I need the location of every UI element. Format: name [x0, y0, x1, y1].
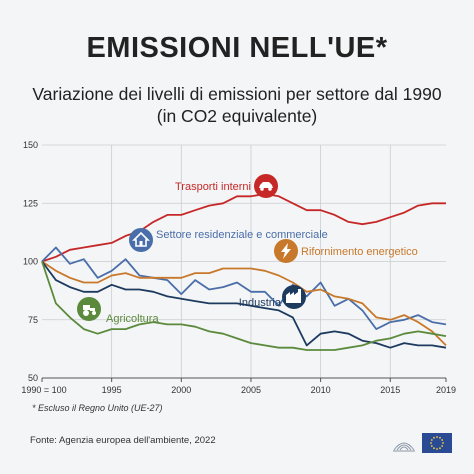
eu-star — [433, 447, 435, 450]
grid-layer — [42, 144, 446, 379]
series-layer — [41, 193, 447, 351]
subtitle-line-2: (in CO2 equivalente) — [156, 106, 318, 126]
x-tick-label: 2005 — [241, 385, 261, 395]
series-line-house — [41, 246, 447, 330]
x-tick-label: 2010 — [311, 385, 331, 395]
eu-stars — [430, 436, 444, 450]
eu-star — [430, 439, 433, 441]
house-outline — [132, 231, 150, 247]
tractor-hood — [90, 308, 95, 311]
tractor-cab — [83, 305, 90, 310]
eu-star — [436, 448, 438, 450]
x-tick-label: 1995 — [102, 385, 122, 395]
series-label: Agricoltura — [106, 313, 159, 325]
lightning-bolt — [281, 243, 291, 259]
series-line-car — [41, 193, 446, 263]
eu-star — [430, 445, 433, 447]
series-label: Settore residenziale e commerciale — [156, 229, 328, 241]
axis-layer: 50 75 100 125 150 1990 = 100 1995 2000 2005 2010 2… — [21, 140, 456, 395]
icon-badge — [129, 228, 153, 252]
subtitle-line-1: Variazione dei livelli di emissioni per … — [32, 84, 442, 104]
house-icon — [129, 228, 153, 252]
footnote: * Escluso il Regno Unito (UE-27) — [32, 403, 163, 413]
eu-flag-icon — [422, 433, 452, 453]
tractor-wheel — [83, 310, 89, 316]
factory-icon — [282, 285, 306, 309]
page-title: EMISSIONI NELL'UE* — [86, 32, 388, 64]
series-label: Industria — [239, 297, 282, 309]
label-layer: Trasporti interni Settore residenziale e … — [77, 174, 418, 325]
tractor-wheel — [92, 311, 96, 315]
y-tick-label: 150 — [23, 140, 38, 150]
x-tick-label: 1990 = 100 — [21, 385, 66, 395]
eu-star — [441, 445, 444, 447]
car-icon — [254, 174, 278, 198]
car-wheel — [260, 187, 264, 191]
eu-star — [442, 442, 444, 444]
y-tick-label: 75 — [28, 315, 38, 325]
eu-star — [439, 436, 441, 439]
eu-star — [433, 436, 435, 439]
factory-shape — [286, 289, 301, 303]
european-parliament-logo — [393, 433, 452, 453]
series-line-tractor — [41, 261, 447, 351]
eu-star — [439, 447, 441, 450]
eu-star — [441, 439, 444, 441]
x-tick-label: 2019 — [436, 385, 456, 395]
lightning-icon — [274, 239, 298, 263]
page-subtitle: Variazione dei livelli di emissioni per … — [0, 83, 474, 127]
tractor-icon — [77, 297, 101, 321]
y-tick-label: 125 — [23, 198, 38, 208]
x-tick-label: 2000 — [171, 385, 191, 395]
eu-star — [436, 436, 438, 438]
series-label: Trasporti interni — [175, 181, 251, 193]
car-body — [259, 182, 273, 188]
y-tick-label: 50 — [28, 373, 38, 383]
source-note: Fonte: Agenzia europea dell'ambiente, 20… — [30, 435, 216, 446]
eu-star — [430, 442, 432, 444]
car-wheel — [268, 187, 272, 191]
series-line-factory — [41, 260, 447, 349]
house-door — [139, 241, 143, 246]
y-tick-label: 100 — [23, 257, 38, 267]
parliament-building-icon — [393, 442, 415, 452]
series-line-lightning — [41, 260, 447, 347]
x-tick-label: 2015 — [380, 385, 400, 395]
series-label: Rifornimento energetico — [301, 246, 418, 258]
